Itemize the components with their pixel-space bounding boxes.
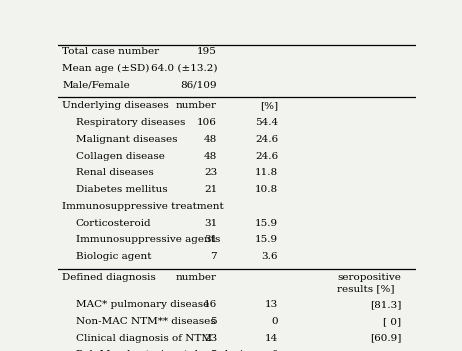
Text: Male/Female: Male/Female (62, 80, 130, 89)
Text: 31: 31 (204, 236, 217, 244)
Text: Renal diseases: Renal diseases (76, 168, 153, 177)
Text: Non-MAC NTM** diseases: Non-MAC NTM** diseases (76, 317, 215, 326)
Text: Underlying diseases: Underlying diseases (62, 101, 169, 110)
Text: 7: 7 (211, 252, 217, 261)
Text: Total case number: Total case number (62, 47, 159, 56)
Text: Mean age (±SD): Mean age (±SD) (62, 64, 149, 73)
Text: Respiratory diseases: Respiratory diseases (76, 118, 185, 127)
Text: Defined diagnosis: Defined diagnosis (62, 273, 156, 282)
Text: 31: 31 (204, 219, 217, 227)
Text: [81.3]: [81.3] (370, 300, 401, 309)
Text: Corticosteroid: Corticosteroid (76, 219, 151, 227)
Text: 5: 5 (211, 317, 217, 326)
Text: Malignant diseases: Malignant diseases (76, 135, 177, 144)
Text: [%]: [%] (260, 101, 278, 110)
Text: 64.0 (±13.2): 64.0 (±13.2) (151, 64, 217, 72)
Text: [ 0]: [ 0] (383, 317, 401, 326)
Text: 3.6: 3.6 (261, 252, 278, 261)
Text: number: number (176, 273, 217, 282)
Text: 13: 13 (265, 300, 278, 309)
Text: 24.6: 24.6 (255, 135, 278, 144)
Text: Immunosuppressive treatment: Immunosuppressive treatment (62, 202, 224, 211)
Text: [60.9]: [60.9] (370, 334, 401, 343)
Text: 48: 48 (204, 152, 217, 160)
Text: Clinical diagnosis of NTM: Clinical diagnosis of NTM (76, 334, 212, 343)
Text: 14: 14 (265, 334, 278, 343)
Text: 21: 21 (204, 185, 217, 194)
Text: Immunosuppressive agents: Immunosuppressive agents (76, 236, 220, 244)
Text: Diabetes mellitus: Diabetes mellitus (76, 185, 167, 194)
Text: 48: 48 (204, 135, 217, 144)
Text: 195: 195 (197, 47, 217, 56)
Text: MAC* pulmonary disease: MAC* pulmonary disease (76, 300, 209, 309)
Text: 15.9: 15.9 (255, 236, 278, 244)
Text: 15.9: 15.9 (255, 219, 278, 227)
Text: 23: 23 (204, 168, 217, 177)
Text: 54.4: 54.4 (255, 118, 278, 127)
Text: Collagen disease: Collagen disease (76, 152, 164, 160)
Text: Biologic agent: Biologic agent (76, 252, 151, 261)
Text: 10.8: 10.8 (255, 185, 278, 194)
Text: results [%]: results [%] (337, 285, 395, 293)
Text: 23: 23 (204, 334, 217, 343)
Text: 106: 106 (197, 118, 217, 127)
Text: 24.6: 24.6 (255, 152, 278, 160)
Text: 11.8: 11.8 (255, 168, 278, 177)
Text: 16: 16 (204, 300, 217, 309)
Text: 86/109: 86/109 (181, 80, 217, 89)
Text: number: number (176, 101, 217, 110)
Text: seropositive: seropositive (337, 273, 401, 282)
Text: 0: 0 (271, 317, 278, 326)
